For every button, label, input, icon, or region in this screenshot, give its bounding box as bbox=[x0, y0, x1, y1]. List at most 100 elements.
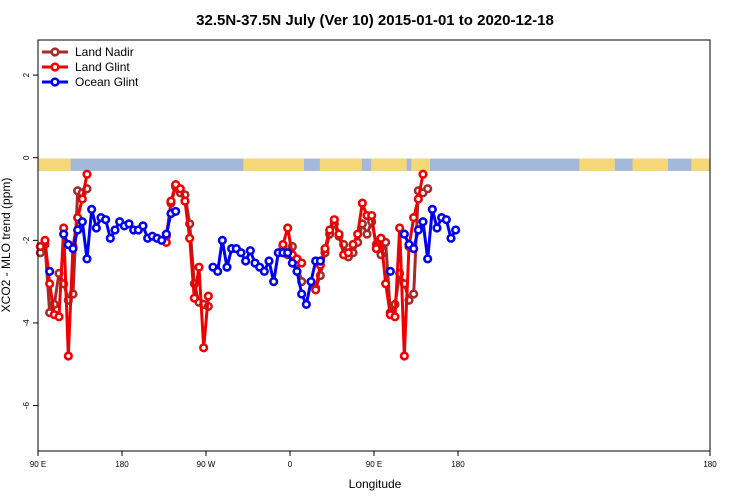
data-point bbox=[362, 229, 372, 239]
legend-label: Ocean Glint bbox=[75, 75, 139, 89]
x-tick-label: 180 bbox=[451, 460, 465, 469]
data-point bbox=[409, 213, 419, 223]
data-point bbox=[301, 299, 311, 309]
legend-marker bbox=[50, 47, 60, 57]
data-point bbox=[185, 233, 195, 243]
data-point bbox=[199, 343, 209, 353]
data-point bbox=[241, 256, 251, 266]
y-tick-label: -2 bbox=[22, 236, 31, 244]
data-point bbox=[105, 233, 115, 243]
land-strip-segment bbox=[319, 158, 362, 171]
data-point bbox=[441, 215, 451, 225]
data-point bbox=[409, 243, 419, 254]
chart-title: 32.5N-37.5N July (Ver 10) 2015-01-01 to … bbox=[196, 12, 554, 29]
data-point bbox=[175, 184, 185, 194]
data-point bbox=[395, 223, 405, 233]
data-point bbox=[334, 229, 344, 239]
data-point bbox=[245, 246, 255, 256]
data-point bbox=[353, 229, 363, 239]
data-point bbox=[451, 225, 461, 235]
data-point bbox=[287, 258, 297, 268]
data-point bbox=[297, 289, 307, 299]
data-point bbox=[427, 204, 437, 214]
data-point bbox=[45, 266, 55, 276]
data-point bbox=[157, 235, 167, 245]
data-point bbox=[423, 254, 433, 264]
y-tick-label: -6 bbox=[22, 401, 31, 409]
series-line bbox=[164, 183, 210, 350]
data-point bbox=[315, 256, 325, 266]
land-strip-segment bbox=[371, 158, 407, 171]
data-point bbox=[161, 229, 171, 239]
x-tick-label: 90 W bbox=[197, 460, 216, 469]
data-point bbox=[203, 291, 213, 301]
x-axis-label: Longitude bbox=[349, 477, 402, 491]
data-point bbox=[259, 266, 269, 276]
y-tick-label: 2 bbox=[22, 72, 31, 77]
data-point bbox=[413, 194, 423, 204]
data-point bbox=[399, 351, 409, 361]
land-strip-segment bbox=[38, 158, 71, 171]
x-tick-label: 180 bbox=[703, 460, 717, 469]
legend-marker bbox=[50, 77, 60, 87]
data-point bbox=[124, 219, 134, 229]
data-point bbox=[110, 225, 120, 235]
land-strip-segment bbox=[632, 158, 668, 171]
land-strip-segment bbox=[411, 158, 430, 171]
legend-label: Land Glint bbox=[75, 60, 130, 74]
data-point bbox=[264, 256, 274, 266]
data-point bbox=[194, 262, 204, 272]
data-point bbox=[63, 351, 73, 361]
y-tick-label: -4 bbox=[22, 319, 31, 327]
land-strip-segment bbox=[691, 158, 710, 171]
data-point bbox=[269, 277, 279, 287]
data-point bbox=[101, 215, 111, 225]
data-point bbox=[306, 277, 316, 287]
data-point bbox=[311, 285, 321, 295]
x-tick-label: 90 E bbox=[366, 460, 382, 469]
data-point bbox=[213, 266, 223, 276]
data-point bbox=[432, 223, 442, 233]
data-point bbox=[381, 279, 391, 289]
data-point bbox=[367, 210, 377, 221]
series-line bbox=[314, 173, 425, 358]
x-tick-label: 0 bbox=[288, 460, 293, 469]
data-point bbox=[45, 279, 55, 289]
data-point bbox=[35, 241, 45, 252]
data-point bbox=[91, 223, 101, 233]
x-tick-label: 180 bbox=[115, 460, 129, 469]
y-tick-label: 0 bbox=[22, 155, 31, 160]
data-point bbox=[325, 225, 335, 235]
data-point bbox=[371, 243, 381, 254]
data-point bbox=[73, 225, 83, 235]
data-point bbox=[278, 239, 288, 250]
legend-label: Land Nadir bbox=[75, 45, 134, 59]
plot-area: 2 0 -2 -4 -6 90 E 180 90 W 0 90 E 180 180 Land Nadir… bbox=[22, 39, 717, 469]
data-point bbox=[409, 289, 419, 299]
data-point bbox=[222, 262, 232, 272]
data-point bbox=[77, 217, 87, 227]
data-point bbox=[180, 196, 190, 206]
data-point bbox=[348, 239, 358, 250]
data-point bbox=[297, 258, 307, 268]
data-point bbox=[385, 266, 395, 276]
data-point bbox=[236, 248, 246, 258]
data-point bbox=[357, 198, 367, 208]
data-point bbox=[59, 229, 69, 239]
data-point bbox=[292, 266, 302, 276]
data-point bbox=[418, 217, 428, 227]
data-point bbox=[217, 235, 227, 245]
data-point bbox=[283, 248, 293, 258]
data-point bbox=[171, 206, 181, 217]
data-point bbox=[40, 235, 50, 245]
data-point bbox=[87, 204, 97, 214]
data-point bbox=[329, 215, 339, 225]
y-axis-label: XCO2 - MLO trend (ppm) bbox=[0, 178, 13, 313]
data-point bbox=[82, 169, 92, 179]
legend-marker bbox=[50, 62, 60, 72]
land-strip-segment bbox=[579, 158, 615, 171]
land-strip-segment bbox=[243, 158, 304, 171]
data-point bbox=[413, 225, 423, 235]
data-point bbox=[166, 196, 176, 206]
